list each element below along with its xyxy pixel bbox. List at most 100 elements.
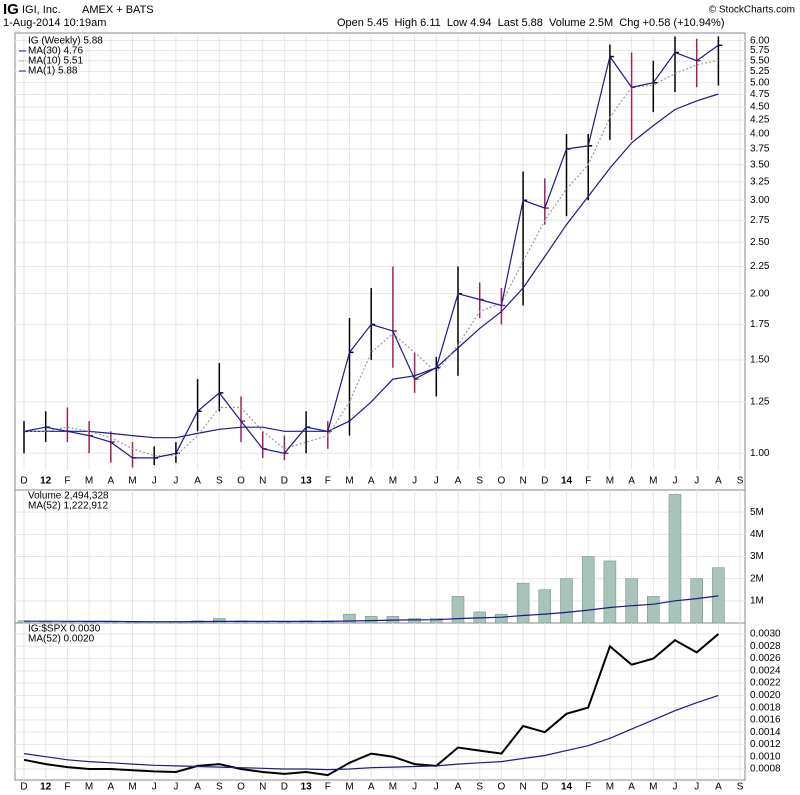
legend-entry: IG:$SPX 0.0030	[28, 624, 101, 635]
legend-entry: Volume 2,494,328	[28, 491, 109, 502]
x-tick-label: M	[606, 476, 614, 487]
x-tick-label: M	[345, 782, 353, 793]
x-tick-label: A	[455, 782, 462, 793]
x-tick-label: D	[541, 782, 548, 793]
y-tick-label: 0.0020	[750, 690, 781, 701]
x-tick-label: M	[649, 782, 657, 793]
ratio-panel	[14, 622, 746, 781]
y-tick-label: 0.0030	[750, 629, 781, 640]
x-tick-label: D	[281, 476, 288, 487]
x-tick-label: N	[519, 782, 526, 793]
x-tick-label: S	[476, 782, 483, 793]
x-tick-label: A	[194, 782, 201, 793]
y-tick-label: 0.0028	[750, 641, 781, 652]
y-tick-label: 2M	[750, 573, 764, 584]
y-tick-label: 3.00	[750, 195, 770, 206]
x-tick-label: S	[216, 476, 223, 487]
credit: © StockCharts.com	[709, 5, 795, 16]
x-tick-label: J	[434, 476, 439, 487]
x-tick-label: 12	[40, 782, 52, 793]
x-tick-label: M	[128, 476, 136, 487]
y-tick-label: 5.75	[750, 45, 770, 56]
y-tick-label: 4.00	[750, 129, 770, 140]
x-tick-label: O	[237, 476, 245, 487]
y-tick-label: 0.0012	[750, 739, 781, 750]
x-tick-label: 13	[301, 476, 313, 487]
x-tick-label: J	[673, 476, 678, 487]
volume-bar	[104, 621, 118, 624]
x-tick-label: S	[737, 476, 744, 487]
x-tick-label: F	[64, 476, 70, 487]
x-tick-label: A	[368, 782, 375, 793]
y-tick-label: 2.25	[750, 261, 770, 272]
x-tick-label: M	[128, 782, 136, 793]
y-tick-label: 0.0008	[750, 764, 781, 775]
x-tick-label: J	[152, 476, 157, 487]
x-tick-label: D	[20, 782, 27, 793]
x-tick-label: S	[476, 476, 483, 487]
x-tick-label: J	[152, 782, 157, 793]
y-tick-label: 1.75	[750, 319, 770, 330]
x-tick-label: J	[694, 476, 699, 487]
legend-entry: MA(1) 5.88	[28, 66, 78, 77]
y-tick-label: 5M	[750, 507, 764, 518]
timestamp: 1-Aug-2014 10:19am	[3, 17, 106, 29]
company: IGI, Inc.	[22, 4, 61, 16]
x-tick-label: D	[541, 476, 548, 487]
volume-bar	[690, 578, 703, 624]
y-tick-label: 5.50	[750, 55, 770, 66]
x-tick-label: J	[173, 782, 178, 793]
x-tick-label: J	[673, 782, 678, 793]
x-tick-label: D	[281, 782, 288, 793]
volume-bar	[560, 578, 573, 624]
y-tick-label: 2.75	[750, 215, 770, 226]
x-tick-label: M	[389, 782, 397, 793]
y-tick-label: 3.50	[750, 159, 770, 170]
symbol: IG	[3, 1, 19, 18]
y-tick-label: 1.25	[750, 397, 770, 408]
x-tick-label: J	[173, 476, 178, 487]
y-tick-label: 0.0014	[750, 727, 781, 738]
y-tick-label: 0.0010	[750, 751, 781, 762]
y-tick-label: 1.50	[750, 355, 770, 366]
x-tick-label: S	[216, 782, 223, 793]
x-tick-label: F	[64, 782, 70, 793]
quote: Open 5.45 High 6.11 Low 4.94 Last 5.88 V…	[337, 17, 725, 29]
x-tick-label: D	[20, 476, 27, 487]
legend-entry: MA(52) 1,222,912	[28, 501, 108, 512]
x-tick-label: O	[498, 782, 506, 793]
moving-average	[23, 44, 719, 459]
y-tick-label: 4.75	[750, 89, 770, 100]
y-tick-label: 6.00	[750, 35, 770, 46]
y-tick-label: 2.50	[750, 237, 770, 248]
volume-bar	[495, 613, 508, 624]
x-tick-label: O	[237, 782, 245, 793]
x-tick-label: F	[325, 782, 331, 793]
y-tick-label: 5.00	[750, 77, 770, 88]
legend-entry: IG (Weekly) 5.88	[28, 36, 103, 47]
y-tick-label: 4.25	[750, 115, 770, 126]
x-tick-label: A	[715, 782, 722, 793]
y-tick-label: 3.75	[750, 144, 770, 155]
y-tick-label: 0.0026	[750, 653, 781, 664]
x-tick-label: N	[519, 476, 526, 487]
volume-bar	[625, 578, 638, 624]
y-tick-label: 3.25	[750, 177, 770, 188]
x-tick-label: M	[649, 476, 657, 487]
x-tick-label: A	[107, 476, 114, 487]
ratio-line	[23, 633, 720, 777]
x-tick-label: F	[585, 476, 591, 487]
y-tick-label: 0.0022	[750, 678, 781, 689]
y-tick-label: 0.0016	[750, 715, 781, 726]
moving-average	[24, 59, 719, 457]
volume-bar	[408, 618, 421, 624]
volume-bar	[712, 567, 725, 624]
volume-bar	[364, 616, 378, 624]
volume-bar	[647, 596, 660, 624]
x-tick-label: 14	[561, 782, 573, 793]
legend-entry: MA(10) 5.51	[28, 56, 83, 67]
x-tick-label: A	[107, 782, 114, 793]
x-tick-label: M	[606, 782, 614, 793]
volume-bar	[278, 621, 291, 624]
volume-ma	[24, 595, 719, 623]
